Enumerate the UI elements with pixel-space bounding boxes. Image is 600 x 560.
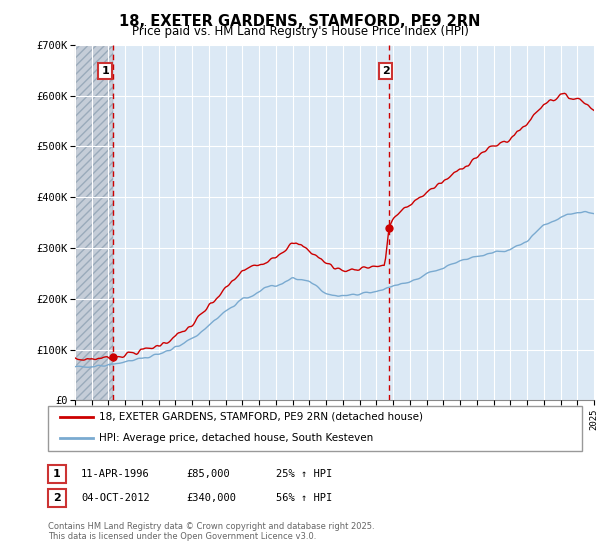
Text: Price paid vs. HM Land Registry's House Price Index (HPI): Price paid vs. HM Land Registry's House … [131,25,469,38]
Text: 2: 2 [382,66,389,76]
Text: £85,000: £85,000 [186,469,230,479]
Text: 11-APR-1996: 11-APR-1996 [81,469,150,479]
Text: 1: 1 [53,469,61,479]
Text: Contains HM Land Registry data © Crown copyright and database right 2025.
This d: Contains HM Land Registry data © Crown c… [48,522,374,542]
Text: 04-OCT-2012: 04-OCT-2012 [81,493,150,503]
Text: 18, EXETER GARDENS, STAMFORD, PE9 2RN: 18, EXETER GARDENS, STAMFORD, PE9 2RN [119,14,481,29]
Text: 1: 1 [101,66,109,76]
Text: 25% ↑ HPI: 25% ↑ HPI [276,469,332,479]
Text: HPI: Average price, detached house, South Kesteven: HPI: Average price, detached house, Sout… [99,433,373,443]
Text: £340,000: £340,000 [186,493,236,503]
Text: 2: 2 [53,493,61,503]
Text: 18, EXETER GARDENS, STAMFORD, PE9 2RN (detached house): 18, EXETER GARDENS, STAMFORD, PE9 2RN (d… [99,412,423,422]
Text: 56% ↑ HPI: 56% ↑ HPI [276,493,332,503]
Polygon shape [75,45,113,400]
